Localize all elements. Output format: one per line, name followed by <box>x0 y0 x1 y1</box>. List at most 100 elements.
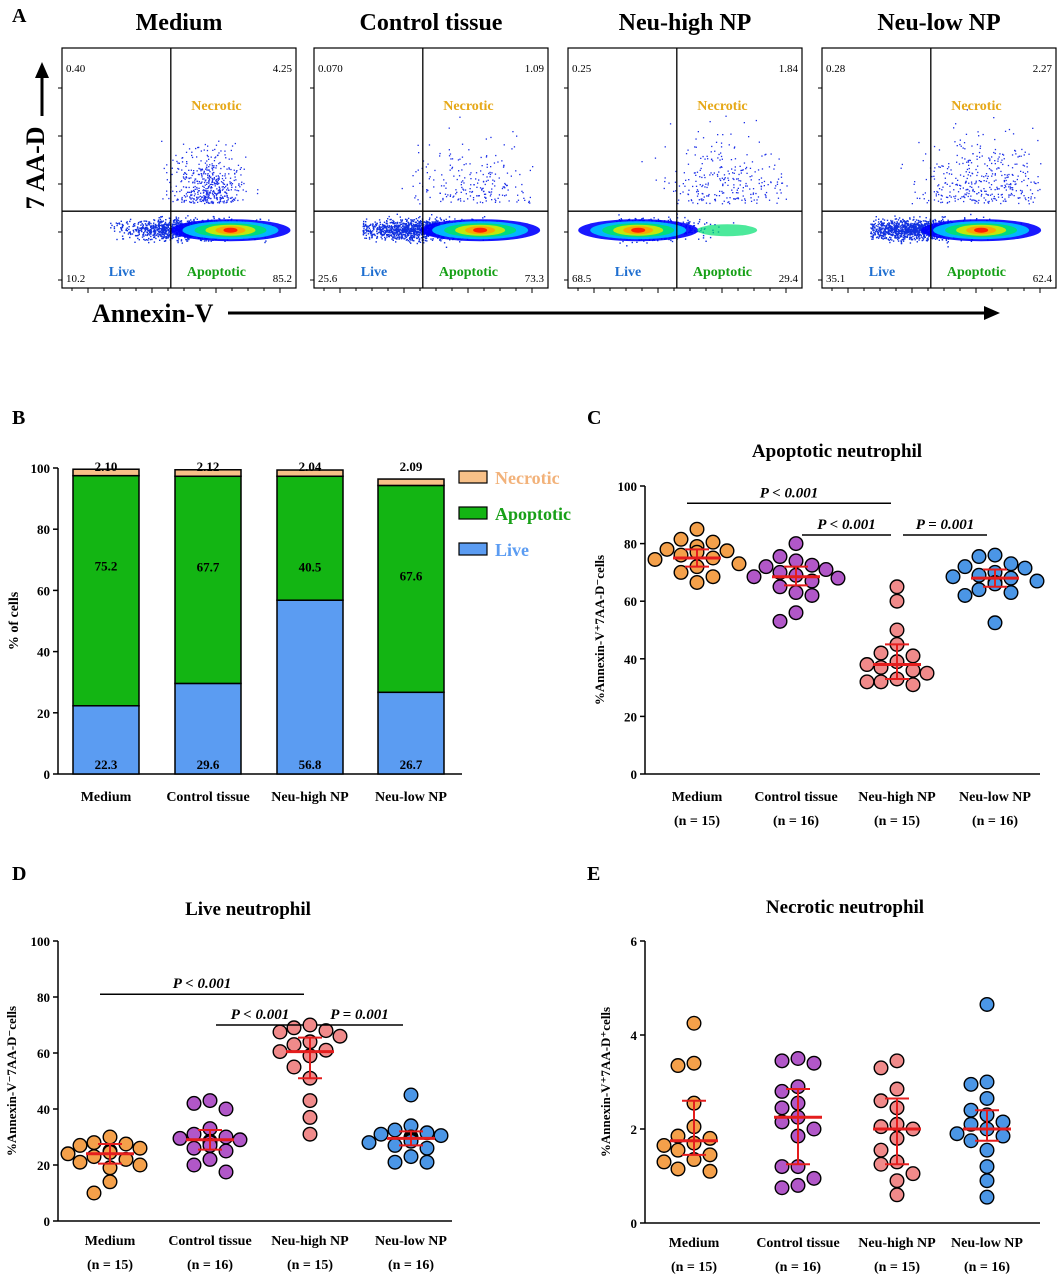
flow-dot <box>429 196 431 199</box>
flow-dot <box>227 189 230 191</box>
flow-dot <box>433 179 435 181</box>
flow-dot <box>194 217 197 219</box>
flow-dot <box>401 220 403 222</box>
flow-dot <box>184 196 187 198</box>
flow-dot <box>444 193 447 195</box>
flow-dot <box>719 190 721 192</box>
flow-dot <box>418 152 420 154</box>
flow-dot <box>161 228 163 230</box>
flow-dot <box>498 194 501 196</box>
flow-dot <box>411 236 413 239</box>
flow-dot <box>405 222 408 225</box>
flow-dot <box>163 224 165 226</box>
flow-dot <box>163 226 166 228</box>
flow-dot <box>495 154 497 157</box>
flow-dot <box>738 173 740 176</box>
flow-dot <box>382 228 384 230</box>
flow-dot <box>731 168 733 170</box>
flow-dot <box>153 219 156 222</box>
flow-dot <box>693 222 695 224</box>
flow-dot <box>755 119 757 122</box>
flow-density <box>223 227 238 233</box>
flow-dot <box>389 234 391 236</box>
flow-dot <box>498 177 500 179</box>
flow-dot <box>192 181 194 183</box>
flow-dot <box>754 171 756 173</box>
flow-dot <box>412 227 414 229</box>
flow-dot <box>214 182 216 184</box>
flow-dot <box>220 200 222 203</box>
flow-dot <box>757 169 760 171</box>
flow-dot <box>413 229 415 232</box>
flow-dot <box>532 166 534 168</box>
flow-dot <box>225 185 227 188</box>
flow-dot <box>163 167 165 170</box>
flow-dot <box>426 189 428 191</box>
flow-dot <box>678 199 680 201</box>
flow-dot <box>699 218 701 221</box>
flow-dot <box>722 184 724 187</box>
flow-dot <box>410 234 412 237</box>
flow-dot <box>742 195 744 197</box>
flow-dot <box>412 223 415 226</box>
flow-dot <box>208 180 210 182</box>
flow-dot <box>211 201 213 203</box>
flow-dot <box>213 196 215 198</box>
flow-dot <box>129 232 131 234</box>
flow-dot <box>620 218 622 220</box>
flow-dot <box>185 186 188 189</box>
flow-dot <box>704 186 706 188</box>
flow-dot <box>202 199 204 202</box>
flow-dot <box>179 190 181 193</box>
flow-dot <box>207 176 209 178</box>
flow-dot <box>668 216 670 218</box>
flow-dot <box>242 189 244 191</box>
flow-dot <box>431 221 433 223</box>
flow-dot <box>470 178 472 180</box>
flow-dot <box>213 165 215 167</box>
flow-dot <box>140 220 143 223</box>
flow-dot <box>367 230 369 232</box>
flow-dot <box>776 192 778 194</box>
flow-dot <box>768 199 771 201</box>
flow-dot <box>682 191 684 193</box>
flow-dot <box>381 238 383 240</box>
flow-dot <box>710 158 713 161</box>
flow-dot <box>381 225 384 227</box>
flow-dot <box>506 184 508 187</box>
flow-dot <box>194 193 196 195</box>
flow-dot <box>128 228 130 231</box>
flow-dot <box>161 215 163 218</box>
flow-dot <box>767 184 769 186</box>
flow-dot <box>174 234 176 236</box>
flow-dot <box>205 201 208 204</box>
flow-dot <box>239 168 241 170</box>
flow-dot <box>402 233 404 236</box>
flow-dot <box>365 234 367 237</box>
flow-dot <box>193 191 195 193</box>
flow-dot <box>380 234 383 236</box>
flow-dot <box>365 223 367 226</box>
flow-dot <box>215 181 218 183</box>
flow-dot <box>155 234 158 236</box>
flow-dot <box>388 229 390 231</box>
flow-dot <box>698 199 700 201</box>
flow-dot <box>376 235 378 238</box>
flow-dot <box>779 189 781 191</box>
flow-dot <box>230 149 232 152</box>
flow-dot <box>148 237 150 240</box>
flow-dot <box>399 224 401 227</box>
flow-dot <box>655 179 657 181</box>
flow-dot <box>172 236 174 238</box>
flow-dot <box>154 232 156 234</box>
flow-dot <box>224 154 226 156</box>
flow-dot <box>230 189 232 191</box>
flow-dot <box>371 225 374 227</box>
flow-dot <box>158 217 160 219</box>
flow-dot <box>212 184 214 186</box>
flow-dot <box>388 231 390 233</box>
flow-dot <box>459 241 461 243</box>
flow-dot <box>219 188 221 190</box>
flow-dot <box>719 178 721 180</box>
flow-dot <box>401 236 403 238</box>
